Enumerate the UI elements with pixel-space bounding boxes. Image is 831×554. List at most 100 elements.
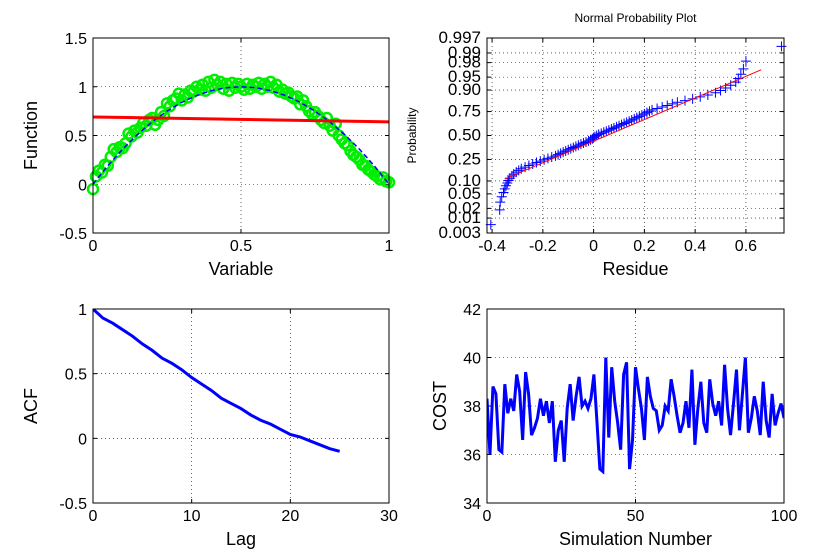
- npp-residuals-point: [644, 106, 655, 117]
- npp-residuals-point: [601, 126, 612, 137]
- npp-y-tick-label: 0.90: [448, 80, 481, 99]
- npp-residuals-point: [611, 121, 622, 132]
- npp-residuals-point: [776, 41, 787, 52]
- fn-y-tick-label: 1: [78, 80, 87, 97]
- npp-residuals-point: [568, 142, 579, 153]
- npp-residuals-point: [495, 197, 506, 208]
- acf-y-tick-label: 0.5: [65, 367, 87, 384]
- npp-residuals-point: [740, 56, 751, 67]
- npp-residuals-point: [631, 112, 642, 123]
- npp-y-tick-label: 0.99: [448, 43, 481, 62]
- fn-x-tick-label: 1: [385, 238, 394, 255]
- cost-y-tick-label: 38: [463, 399, 481, 416]
- npp-residuals-point: [591, 130, 602, 141]
- npp-residuals-point: [702, 89, 713, 100]
- fn-y-tick-label: 0.5: [65, 129, 87, 146]
- npp-residuals-point: [636, 110, 647, 121]
- npp-y-tick-label: 0.003: [438, 223, 481, 242]
- npp-x-tick-label: 0.4: [684, 238, 706, 255]
- npp-residuals-point: [578, 138, 589, 149]
- npp-residuals-point: [641, 107, 652, 118]
- npp-y-axis-label: Probability: [405, 107, 419, 163]
- npp-residuals-point: [606, 124, 617, 135]
- npp-residuals-point: [581, 136, 591, 147]
- npp-residuals-point: [725, 80, 736, 91]
- fn-y-tick-label: -0.5: [59, 226, 87, 243]
- npp-y-tick-label: 0.75: [448, 102, 481, 121]
- npp-axes-frame: [486, 37, 785, 234]
- cost-x-axis-label: Simulation Number: [559, 529, 712, 549]
- fn-x-axis-label: Variable: [209, 259, 274, 279]
- acf-y-tick-label: 1: [78, 302, 87, 319]
- npp-residuals-point: [735, 69, 746, 80]
- npp-y-tick-label: 0.01: [448, 208, 481, 227]
- npp-residuals-point: [593, 129, 604, 140]
- cost-axes-frame: [486, 308, 785, 504]
- npp-residuals-point: [570, 141, 581, 152]
- npp-residuals-point: [614, 120, 624, 131]
- npp-residuals-point: [560, 145, 571, 156]
- cost-x-tick-label: 50: [627, 508, 645, 525]
- acf-plot-area: [93, 309, 389, 503]
- cost-cost-line: [487, 357, 784, 475]
- fn-data-point: [350, 150, 363, 164]
- npp-x-tick-label: 0.6: [735, 238, 757, 255]
- npp-residuals-point: [608, 122, 619, 133]
- acf-x-tick-label: 20: [281, 508, 299, 525]
- fn-data-point: [214, 75, 227, 89]
- npp-residuals-point: [573, 140, 584, 151]
- npp-residuals-point: [575, 139, 586, 150]
- npp-residuals-point: [639, 108, 650, 119]
- fn-linear-fit-line: [93, 115, 389, 124]
- fn-data-point: [157, 109, 171, 123]
- fn-x-tick-label: 0.5: [230, 238, 252, 255]
- npp-residuals-point: [662, 100, 673, 111]
- npp-x-tick-label: -0.2: [529, 238, 557, 255]
- acf-axes-frame: [92, 308, 390, 504]
- npp-residuals-point: [565, 143, 576, 154]
- npp-residuals-point: [596, 128, 607, 139]
- npp-residuals-point: [652, 103, 663, 114]
- fn-x-tick-label: 0: [89, 238, 98, 255]
- cost-y-tick-label: 36: [463, 448, 481, 465]
- cost-x-tick-label: 0: [483, 508, 492, 525]
- npp-reference-line-line: [504, 69, 762, 180]
- npp-y-tick-label: 0.10: [448, 171, 481, 190]
- npp-residuals-point: [657, 101, 668, 112]
- npp-y-tick-label: 0.25: [448, 149, 481, 168]
- npp-x-axis-label: Residue: [602, 259, 668, 279]
- npp-chart-title: Normal Probability Plot: [574, 11, 697, 25]
- acf-y-tick-label: 0: [78, 431, 87, 448]
- npp-residuals-point: [502, 177, 513, 188]
- npp-y-tick-label: 0.05: [448, 184, 481, 203]
- npp-x-tick-label: 0: [589, 238, 598, 255]
- npp-residuals-point: [511, 167, 522, 178]
- acf-x-tick-label: 10: [183, 508, 201, 525]
- fn-axes-frame: [92, 37, 390, 234]
- npp-residuals-point: [563, 144, 574, 155]
- npp-residuals-point: [634, 111, 645, 122]
- npp-y-tick-label: 0.98: [448, 53, 481, 72]
- cost-y-tick-label: 42: [463, 302, 481, 319]
- npp-residuals-point: [647, 104, 657, 115]
- acf-x-axis-label: Lag: [226, 529, 256, 549]
- npp-residuals-point: [558, 147, 569, 158]
- npp-x-tick-label: -0.4: [478, 238, 506, 255]
- acf-x-tick-label: 0: [89, 508, 98, 525]
- npp-residuals-point: [629, 113, 640, 124]
- cost-x-tick-label: 100: [771, 508, 798, 525]
- npp-residuals-point: [603, 125, 614, 136]
- npp-y-tick-label: 0.95: [448, 67, 481, 86]
- npp-x-tick-label: 0.2: [633, 238, 655, 255]
- npp-residuals-point: [738, 63, 749, 74]
- cost-y-tick-label: 34: [463, 496, 481, 513]
- fn-y-tick-label: 1.5: [65, 31, 87, 48]
- acf-y-axis-label: ACF: [21, 388, 41, 424]
- npp-y-tick-label: 0.02: [448, 198, 481, 217]
- fn-y-axis-label: Function: [21, 101, 41, 170]
- acf-x-tick-label: 30: [380, 508, 398, 525]
- npp-residuals-point: [598, 127, 609, 138]
- npp-residuals-point: [496, 191, 507, 202]
- npp-residuals-point: [616, 119, 627, 130]
